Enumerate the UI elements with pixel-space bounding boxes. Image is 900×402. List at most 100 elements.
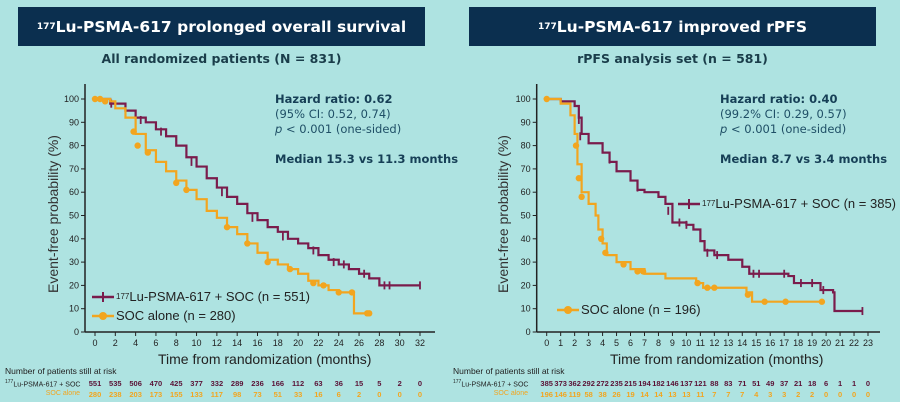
x-tick-label: 4 [600, 338, 605, 348]
x-tick-label: 16 [252, 338, 262, 348]
os-title-banner: 177 Lu-PSMA-617 prolonged overall surviva… [18, 7, 425, 46]
at-risk-value: 0 [377, 390, 382, 399]
title-superscript: 177 [36, 21, 56, 32]
x-tick-label: 14 [737, 338, 747, 348]
confidence-interval: (95% CI: 0.52, 0.74) [275, 107, 391, 121]
at-risk-value: 235 [610, 379, 623, 388]
at-risk-value: 133 [190, 390, 203, 399]
at-risk-value: 16 [314, 390, 323, 399]
chart-title: Lu-PSMA-617 improved rPFS [556, 17, 807, 36]
at-risk-value: 506 [129, 379, 142, 388]
at-risk-value: 4 [754, 390, 759, 399]
at-risk-value: 3 [782, 390, 787, 399]
x-tick-label: 23 [863, 338, 873, 348]
at-risk-value: 236 [251, 379, 264, 388]
os-stats-annotation: Hazard ratio: 0.62 (95% CI: 0.52, 0.74) … [275, 92, 458, 167]
x-tick-label: 32 [415, 338, 425, 348]
x-tick-label: 4 [133, 338, 138, 348]
at-risk-value: 280 [88, 390, 102, 399]
at-risk-value: 38 [598, 390, 607, 399]
x-tick-label: 12 [212, 338, 222, 348]
legend-label: Lu-PSMA-617 + SOC (n = 551) [129, 289, 311, 304]
at-risk-value: 112 [292, 379, 305, 388]
at-risk-value: 1 [851, 379, 857, 388]
at-risk-value: 0 [824, 390, 829, 399]
x-axis-label: Time from randomization (months) [158, 351, 372, 367]
at-risk-value: 21 [793, 379, 803, 388]
censor-mark [223, 223, 231, 231]
censor-mark [183, 186, 190, 194]
at-risk-value: 117 [210, 390, 223, 399]
at-risk-value: 155 [169, 390, 183, 399]
y-tick-label: 0 [74, 327, 79, 337]
rpfs-stats-annotation: Hazard ratio: 0.40 (99.2% CI: 0.29, 0.57… [720, 92, 887, 167]
x-axis-label: Time from randomization (months) [610, 351, 824, 367]
at-risk-value: 15 [354, 379, 364, 388]
x-tick-label: 20 [293, 338, 303, 348]
at-risk-value: 470 [149, 379, 163, 388]
p-value: p < 0.001 (one-sided) [275, 122, 458, 137]
at-risk-value: 37 [780, 379, 789, 388]
label-text: SOC alone [45, 390, 80, 397]
legend-control-marker-icon [92, 311, 114, 320]
at-risk-value: 292 [582, 379, 595, 388]
label-superscript: 177 [453, 379, 462, 385]
y-tick-label: 20 [521, 280, 531, 290]
x-tick-label: 12 [709, 338, 719, 348]
x-tick-label: 2 [572, 338, 577, 348]
censor-mark [310, 279, 317, 287]
at-risk-value: 182 [652, 379, 665, 388]
at-risk-value: 551 [88, 379, 102, 388]
legend-control: SOC alone (n = 196) [555, 302, 701, 317]
at-risk-value: 2 [356, 390, 362, 399]
at-risk-value: 51 [752, 379, 761, 388]
at-risk-value: 377 [190, 379, 203, 388]
label-text: SOC alone [493, 390, 528, 397]
censor-mark [782, 298, 789, 305]
median-survival: Median 8.7 vs 3.4 months [720, 152, 888, 166]
x-tick-label: 24 [334, 338, 344, 348]
censor-mark [96, 95, 104, 103]
x-tick-label: 9 [670, 338, 675, 348]
at-risk-value: 385 [540, 379, 553, 388]
at-risk-value: 121 [694, 379, 707, 388]
censor-mark [578, 193, 585, 201]
at-risk-value: 51 [273, 390, 282, 399]
x-tick-label: 22 [849, 338, 859, 348]
at-risk-value: 119 [568, 390, 581, 399]
at-risk-row-label: SOC alone [46, 390, 80, 397]
censor-mark [144, 149, 152, 156]
at-risk-value: 0 [417, 379, 423, 388]
censor-mark [694, 279, 701, 287]
censor-mark [704, 284, 711, 291]
at-risk-value: 7 [726, 390, 731, 399]
x-tick-label: 13 [723, 338, 733, 348]
censor-mark [744, 291, 752, 298]
at-risk-value: 2 [796, 390, 801, 399]
label-superscript: 177 [5, 379, 14, 385]
x-tick-label: 8 [174, 338, 179, 348]
at-risk-value: 166 [271, 379, 285, 388]
y-tick-label: 80 [521, 141, 531, 151]
at-risk-value: 373 [554, 379, 567, 388]
at-risk-value: 3 [768, 390, 773, 399]
censor-mark [130, 128, 137, 135]
at-risk-value: 137 [680, 379, 693, 388]
y-tick-label: 20 [69, 280, 79, 290]
at-risk-value: 238 [109, 390, 122, 399]
at-risk-value: 362 [568, 379, 581, 388]
label-text: Lu-PSMA-617 + SOC [461, 381, 529, 389]
x-tick-label: 30 [395, 338, 405, 348]
p-value-text: < 0.001 (one-sided) [727, 122, 847, 136]
y-tick-label: 100 [516, 94, 531, 104]
legend-label: SOC alone (n = 196) [581, 302, 701, 317]
x-tick-label: 0 [544, 338, 549, 348]
at-risk-value: 2 [810, 390, 815, 399]
at-risk-value: 0 [837, 390, 843, 399]
at-risk-value: 0 [851, 390, 857, 399]
chart-title: Lu-PSMA-617 prolonged overall survival [55, 17, 407, 36]
y-tick-label: 10 [69, 304, 79, 314]
y-tick-label: 40 [521, 234, 531, 244]
at-risk-value: 13 [682, 390, 691, 399]
at-risk-value: 7 [712, 390, 717, 399]
